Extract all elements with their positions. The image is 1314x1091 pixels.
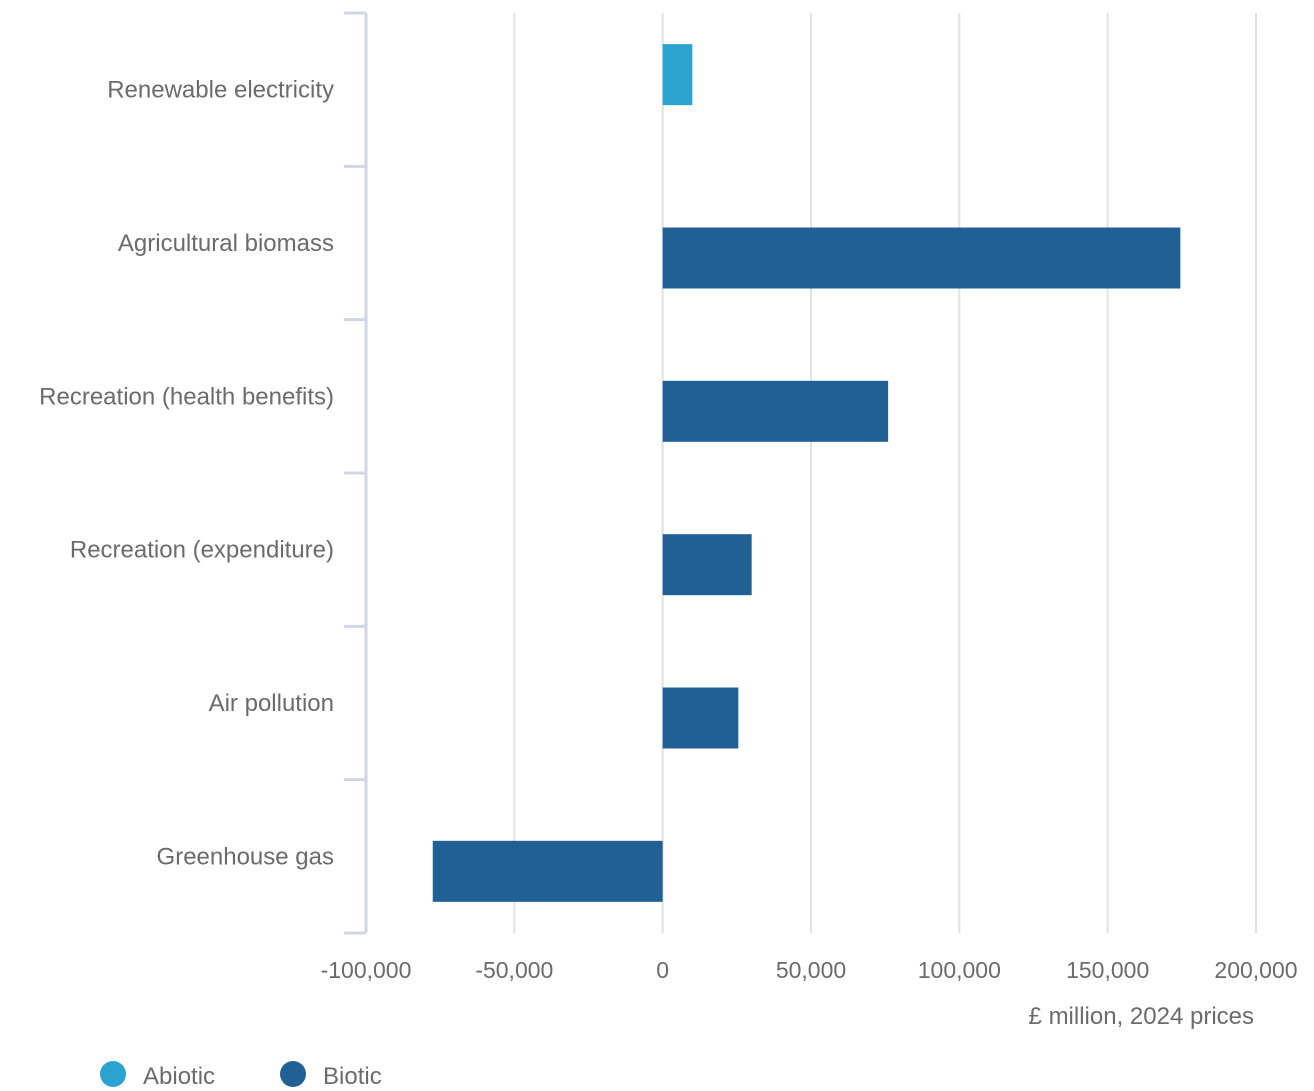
- x-axis-title: £ million, 2024 prices: [1029, 1003, 1254, 1030]
- x-tick-label: 100,000: [918, 957, 1001, 983]
- y-axis: [344, 11, 368, 935]
- bar-biotic: [662, 380, 889, 442]
- x-tick-label: 50,000: [776, 957, 846, 983]
- category-label: Greenhouse gas: [157, 843, 334, 870]
- bar-abiotic: [662, 44, 693, 106]
- category-labels: Renewable electricity Agricultural biomas…: [39, 77, 334, 871]
- x-tick-label: -50,000: [475, 957, 553, 983]
- bars: [432, 44, 1181, 902]
- legend-swatch: [280, 1061, 306, 1087]
- legend-label: Biotic: [323, 1063, 382, 1090]
- category-label: Recreation (expenditure): [70, 537, 334, 564]
- x-tick-label: 150,000: [1066, 957, 1149, 983]
- bar-biotic: [662, 534, 752, 596]
- x-tick-label: -100,000: [321, 957, 412, 983]
- category-label: Air pollution: [209, 690, 334, 717]
- x-tick-label: 200,000: [1214, 957, 1297, 983]
- category-label: Agricultural biomass: [118, 230, 334, 257]
- x-tick-labels: -100,000 -50,000 0 50,000 100,000 150,000 200,…: [321, 957, 1298, 983]
- bar-biotic: [432, 840, 663, 902]
- legend-swatch: [100, 1061, 126, 1087]
- bar-biotic: [662, 227, 1181, 289]
- x-tick-label: 0: [656, 957, 669, 983]
- category-label: Renewable electricity: [107, 77, 334, 104]
- legend-label: Abiotic: [143, 1063, 215, 1090]
- category-label: Recreation (health benefits): [39, 383, 334, 410]
- bar-biotic: [662, 687, 739, 749]
- gridlines: [513, 13, 1257, 933]
- legend: Abiotic Biotic: [100, 1061, 382, 1090]
